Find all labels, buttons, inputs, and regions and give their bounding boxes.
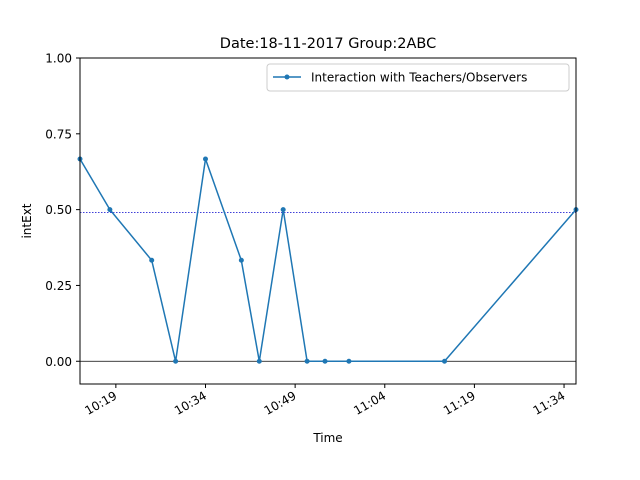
- data-point: [202, 156, 208, 162]
- data-point: [304, 358, 310, 364]
- data-point: [346, 358, 352, 364]
- y-tick-label: 0.00: [45, 355, 72, 369]
- data-point: [442, 358, 448, 364]
- data-point: [322, 358, 328, 364]
- legend-marker: [284, 74, 290, 80]
- plot-frame: [79, 57, 577, 385]
- y-axis: 0.00 0.25 0.50 0.75 1.00: [45, 52, 80, 369]
- y-tick-label: 0.50: [45, 203, 72, 217]
- legend-box: [266, 63, 570, 92]
- data-point: [256, 358, 262, 364]
- data-point: [107, 207, 113, 213]
- y-tick-label: 0.75: [45, 127, 72, 141]
- data-point: [280, 207, 286, 213]
- data-point: [238, 257, 244, 263]
- y-axis-label: intExt: [20, 203, 34, 238]
- y-tick-label: 0.25: [45, 279, 72, 293]
- chart-title: Date:18-11-2017 Group:2ABC: [220, 36, 436, 52]
- legend-label: Interaction with Teachers/Observers: [311, 71, 527, 85]
- data-point: [149, 257, 155, 263]
- data-point: [173, 358, 179, 364]
- y-tick-label: 1.00: [45, 52, 72, 66]
- x-axis-label: Time: [312, 431, 342, 445]
- legend: Interaction with Teachers/Observers: [266, 63, 570, 92]
